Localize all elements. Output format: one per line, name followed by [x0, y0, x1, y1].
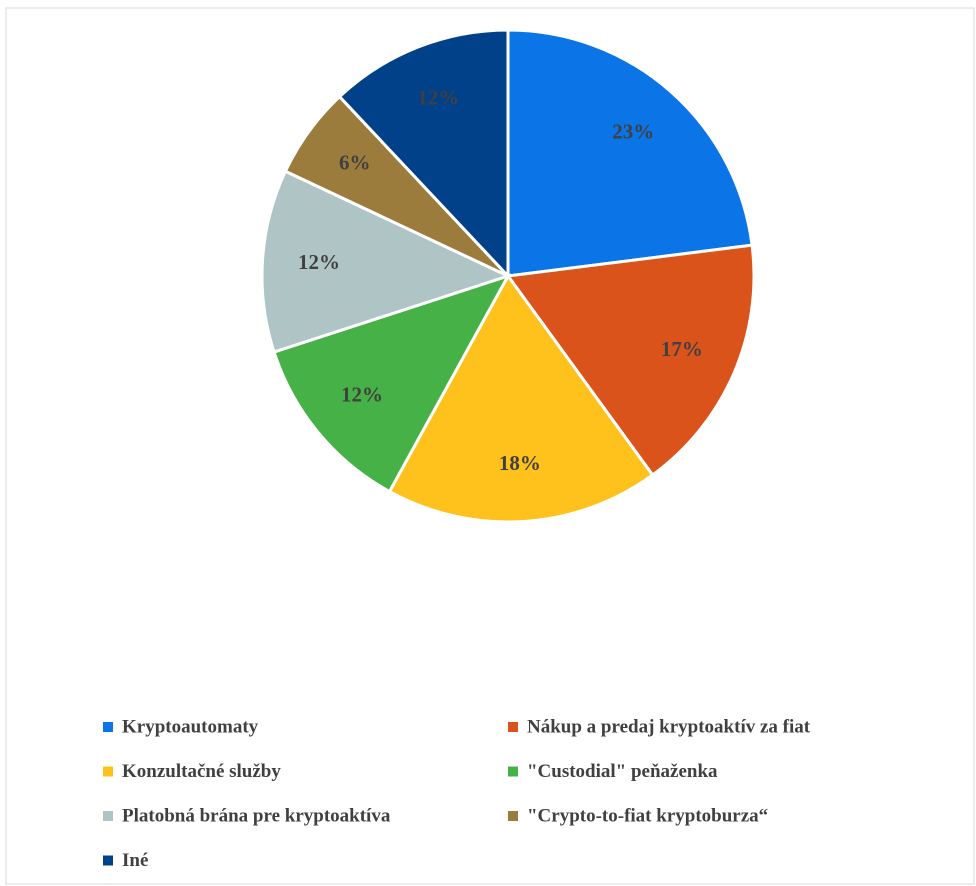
data-label: 18% [499, 451, 541, 475]
pie-slice [337, 28, 510, 280]
legend-swatch [508, 722, 518, 732]
legend-swatch [103, 811, 113, 821]
data-label: 23% [612, 120, 654, 144]
legend-swatch [103, 855, 113, 866]
legend-label: Platobná brána pre kryptoaktíva [122, 805, 391, 826]
data-label: 17% [661, 337, 703, 361]
data-label: 12% [298, 250, 340, 274]
legend-label: "Crypto-to-fiat kryptoburza“ [527, 805, 768, 826]
data-label: 12% [417, 86, 459, 110]
pie-slice [505, 243, 756, 478]
pie-slice [260, 169, 513, 354]
pie-slice [387, 273, 655, 524]
legend-swatch [103, 766, 113, 777]
data-label: 6% [339, 150, 371, 174]
legend-label: Konzultačné služby [122, 761, 281, 782]
legend-swatch [508, 766, 518, 777]
legend-label: Iné [122, 850, 148, 871]
legend-swatch [508, 811, 518, 821]
pie-slice [272, 273, 512, 494]
data-label: 12% [341, 383, 383, 407]
legend-label: Kryptoautomaty [122, 716, 259, 737]
legend-label: Nákup a predaj kryptoaktív za fiat [527, 716, 811, 737]
pie-slice [506, 28, 754, 278]
legend-swatch [103, 722, 113, 732]
legend-label: "Custodial" peňaženka [527, 761, 718, 782]
